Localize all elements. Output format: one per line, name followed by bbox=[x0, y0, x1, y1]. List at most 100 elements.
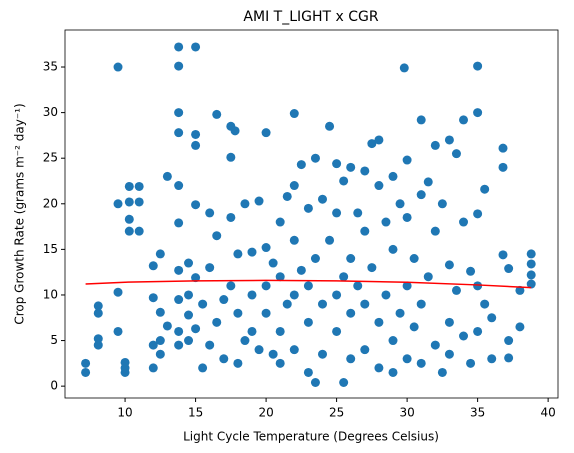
scatter-point bbox=[289, 235, 299, 245]
scatter-point bbox=[174, 340, 184, 350]
scatter-point bbox=[134, 197, 144, 207]
scatter-point bbox=[360, 166, 370, 176]
scatter-point bbox=[174, 265, 184, 275]
scatter-point bbox=[155, 307, 165, 317]
scatter-point bbox=[155, 349, 165, 359]
scatter-point bbox=[374, 181, 384, 191]
scatter-point bbox=[498, 162, 508, 172]
x-axis-label: Light Cycle Temperature (Degrees Celsius… bbox=[183, 430, 439, 444]
scatter-point bbox=[423, 272, 433, 282]
scatter-point bbox=[268, 258, 278, 268]
scatter-point bbox=[184, 310, 194, 320]
scatter-point bbox=[275, 358, 285, 368]
scatter-point bbox=[289, 345, 299, 355]
scatter-point bbox=[174, 61, 184, 71]
scatter-point bbox=[275, 326, 285, 336]
scatter-point bbox=[473, 61, 483, 71]
y-tick-label: 10 bbox=[43, 287, 58, 301]
scatter-point bbox=[367, 263, 377, 273]
scatter-point bbox=[205, 340, 215, 350]
scatter-point bbox=[247, 290, 257, 300]
x-tick-label: 15 bbox=[188, 406, 203, 420]
scatter-point bbox=[184, 258, 194, 268]
scatter-point bbox=[198, 299, 208, 309]
scatter-point bbox=[148, 363, 158, 373]
scatter-point bbox=[233, 249, 243, 259]
scatter-point bbox=[360, 226, 370, 236]
scatter-point bbox=[93, 301, 103, 311]
scatter-point bbox=[346, 354, 356, 364]
scatter-point bbox=[124, 181, 134, 191]
scatter-point bbox=[423, 177, 433, 187]
plot-frame bbox=[64, 29, 559, 399]
scatter-point bbox=[184, 290, 194, 300]
scatter-point bbox=[504, 353, 514, 363]
scatter-point bbox=[416, 190, 426, 200]
scatter-point bbox=[174, 128, 184, 138]
scatter-point bbox=[402, 155, 412, 165]
scatter-point bbox=[310, 253, 320, 263]
scatter-point bbox=[212, 109, 222, 119]
scatter-point bbox=[205, 263, 215, 273]
y-tick-label: 20 bbox=[43, 196, 58, 210]
scatter-point bbox=[332, 290, 342, 300]
scatter-point bbox=[317, 194, 327, 204]
scatter-point bbox=[381, 290, 391, 300]
scatter-point bbox=[515, 285, 525, 295]
scatter-point bbox=[515, 322, 525, 332]
scatter-point bbox=[303, 203, 313, 213]
scatter-point bbox=[113, 326, 123, 336]
scatter-point bbox=[303, 367, 313, 377]
scatter-point bbox=[174, 326, 184, 336]
scatter-point bbox=[346, 308, 356, 318]
scatter-point bbox=[367, 139, 377, 149]
scatter-point bbox=[81, 358, 91, 368]
scatter-point bbox=[275, 217, 285, 227]
scatter-point bbox=[402, 212, 412, 222]
scatter-point bbox=[473, 281, 483, 291]
scatter-point bbox=[325, 121, 335, 131]
scatter-point bbox=[353, 208, 363, 218]
scatter-point bbox=[261, 308, 271, 318]
scatter-point bbox=[162, 171, 172, 181]
scatter-point bbox=[374, 135, 384, 145]
scatter-point bbox=[339, 272, 349, 282]
y-tick-label: 5 bbox=[50, 333, 58, 347]
x-tick-label: 40 bbox=[540, 406, 555, 420]
scatter-point bbox=[184, 336, 194, 346]
scatter-point bbox=[191, 42, 201, 52]
scatter-point bbox=[226, 212, 236, 222]
scatter-point bbox=[174, 181, 184, 191]
scatter-point bbox=[473, 108, 483, 118]
fit-line bbox=[85, 279, 532, 289]
scatter-point bbox=[374, 317, 384, 327]
scatter-point bbox=[230, 126, 240, 136]
scatter-point bbox=[289, 109, 299, 119]
scatter-point bbox=[148, 293, 158, 303]
scatter-point bbox=[296, 160, 306, 170]
scatter-point bbox=[254, 345, 264, 355]
scatter-point bbox=[444, 349, 454, 359]
scatter-point bbox=[174, 108, 184, 118]
scatter-point bbox=[399, 63, 409, 73]
scatter-point bbox=[395, 199, 405, 209]
scatter-point bbox=[466, 266, 476, 276]
scatter-point bbox=[388, 336, 398, 346]
x-tick-label: 30 bbox=[399, 406, 414, 420]
scatter-point bbox=[113, 199, 123, 209]
scatter-point bbox=[275, 272, 285, 282]
scatter-point bbox=[416, 358, 426, 368]
scatter-point bbox=[388, 171, 398, 181]
scatter-point bbox=[191, 129, 201, 139]
scatter-point bbox=[339, 176, 349, 186]
scatter-point bbox=[93, 334, 103, 344]
scatter-point bbox=[360, 299, 370, 309]
scatter-point bbox=[480, 299, 490, 309]
scatter-point bbox=[226, 281, 236, 291]
scatter-point bbox=[388, 367, 398, 377]
scatter-point bbox=[374, 363, 384, 373]
scatter-point bbox=[191, 273, 201, 283]
scatter-point bbox=[155, 249, 165, 259]
scatter-point bbox=[212, 317, 222, 327]
